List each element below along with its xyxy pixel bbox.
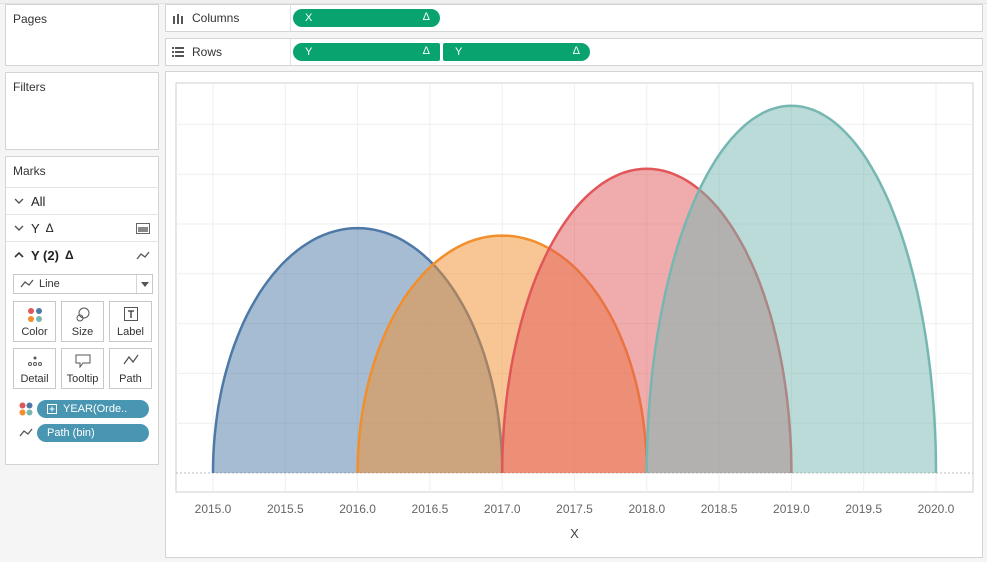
area-mark-icon (136, 223, 150, 234)
year-field-label: YEAR(Orde.. (63, 403, 128, 415)
x-tick-label: 2016.5 (412, 502, 449, 516)
year-field-pill[interactable]: YEAR(Orde.. (37, 400, 149, 418)
filters-card[interactable]: Filters (5, 72, 159, 150)
detail-icon (27, 356, 42, 366)
viz-pane[interactable]: 2015.0 2015.5 2016.0 2016.5 2017.0 2017.5 2018… (165, 71, 983, 558)
x-tick-label: 2020.0 (918, 502, 955, 516)
size-button-label: Size (71, 326, 94, 338)
columns-label: Columns (192, 11, 240, 25)
chevron-down-icon (136, 275, 152, 293)
x-tick-label: 2018.5 (701, 502, 738, 516)
label-button[interactable]: Label (109, 301, 152, 342)
rows-y-label-2: Y (455, 46, 463, 58)
pages-title: Pages (13, 12, 48, 26)
path-icon (122, 354, 139, 365)
marks-y2-label: Y (2) (31, 247, 59, 263)
columns-shelf-label: Columns (166, 5, 291, 31)
columns-x-label: X (305, 12, 313, 24)
chevron-down-icon (14, 225, 24, 231)
rows-icon (172, 47, 184, 57)
delta-icon: Δ (422, 45, 430, 57)
path-icon (19, 428, 33, 437)
rows-shelf[interactable]: Rows Y Δ Y Δ (165, 38, 983, 66)
detail-button-label: Detail (20, 373, 49, 385)
detail-button[interactable]: Detail (13, 348, 56, 389)
marks-y-label: Y (31, 220, 40, 236)
delta-icon: Δ (572, 45, 580, 57)
color-icon (27, 308, 42, 322)
x-tick-label: 2016.0 (339, 502, 376, 516)
path-field-label: Path (bin) (47, 427, 95, 439)
path-button[interactable]: Path (109, 348, 152, 389)
rows-y-pill-1[interactable]: Y Δ (293, 43, 440, 61)
tooltip-button[interactable]: Tooltip (61, 348, 104, 389)
delta-icon: Δ (64, 248, 74, 262)
rows-label: Rows (192, 45, 223, 59)
columns-x-pill[interactable]: X Δ (293, 9, 440, 27)
x-tick-label: 2017.5 (556, 502, 593, 516)
delta-icon: Δ (45, 221, 54, 235)
x-tick-label: 2015.5 (267, 502, 304, 516)
rows-y-label-1: Y (305, 46, 313, 58)
marks-y2-row[interactable]: Y (2) Δ (6, 241, 158, 268)
path-field-pill[interactable]: Path (bin) (37, 424, 149, 442)
text-label-icon (123, 307, 138, 321)
marks-y-row[interactable]: Y Δ (6, 214, 158, 241)
area-chart[interactable]: 2015.0 2015.5 2016.0 2016.5 2017.0 2017.5 2018… (166, 72, 982, 557)
marks-all-row[interactable]: All (6, 187, 158, 214)
color-button[interactable]: Color (13, 301, 56, 342)
columns-icon (173, 14, 183, 24)
chevron-up-icon (14, 251, 24, 258)
columns-shelf[interactable]: Columns X Δ (165, 4, 983, 32)
top-strip (0, 0, 987, 4)
filters-title: Filters (13, 80, 46, 94)
color-button-label: Color (21, 326, 48, 338)
expand-plus-icon (47, 404, 57, 414)
x-tick-label: 2019.0 (773, 502, 810, 516)
color-icon (19, 402, 33, 416)
mark-type-dropdown[interactable]: Line (13, 274, 153, 294)
x-tick-label: 2017.0 (484, 502, 521, 516)
marks-title: Marks (13, 164, 46, 178)
size-button[interactable]: Size (61, 301, 104, 342)
x-tick-label: 2018.0 (628, 502, 665, 516)
tooltip-icon (75, 354, 90, 368)
line-series-4 (645, 104, 938, 474)
x-axis-title: X (570, 526, 579, 541)
path-button-label: Path (119, 373, 142, 385)
tooltip-button-label: Tooltip (66, 373, 99, 385)
chevron-down-icon (14, 198, 24, 204)
x-tick-label: 2019.5 (845, 502, 882, 516)
area-series-4 (646, 105, 936, 473)
rows-shelf-label: Rows (166, 39, 291, 65)
marks-all-label: All (31, 193, 46, 209)
label-button-label: Label (117, 326, 144, 338)
pages-card[interactable]: Pages (5, 4, 159, 66)
delta-icon: Δ (422, 11, 430, 23)
size-icon (76, 307, 89, 322)
mark-type-value: Line (39, 278, 60, 290)
rows-y-pill-2[interactable]: Y Δ (443, 43, 590, 61)
x-tick-label: 2015.0 (195, 502, 232, 516)
line-mark-icon (136, 251, 150, 260)
marks-card: Marks All Y Δ Y (2) Δ Line (5, 156, 159, 465)
line-mark-icon (20, 279, 34, 288)
